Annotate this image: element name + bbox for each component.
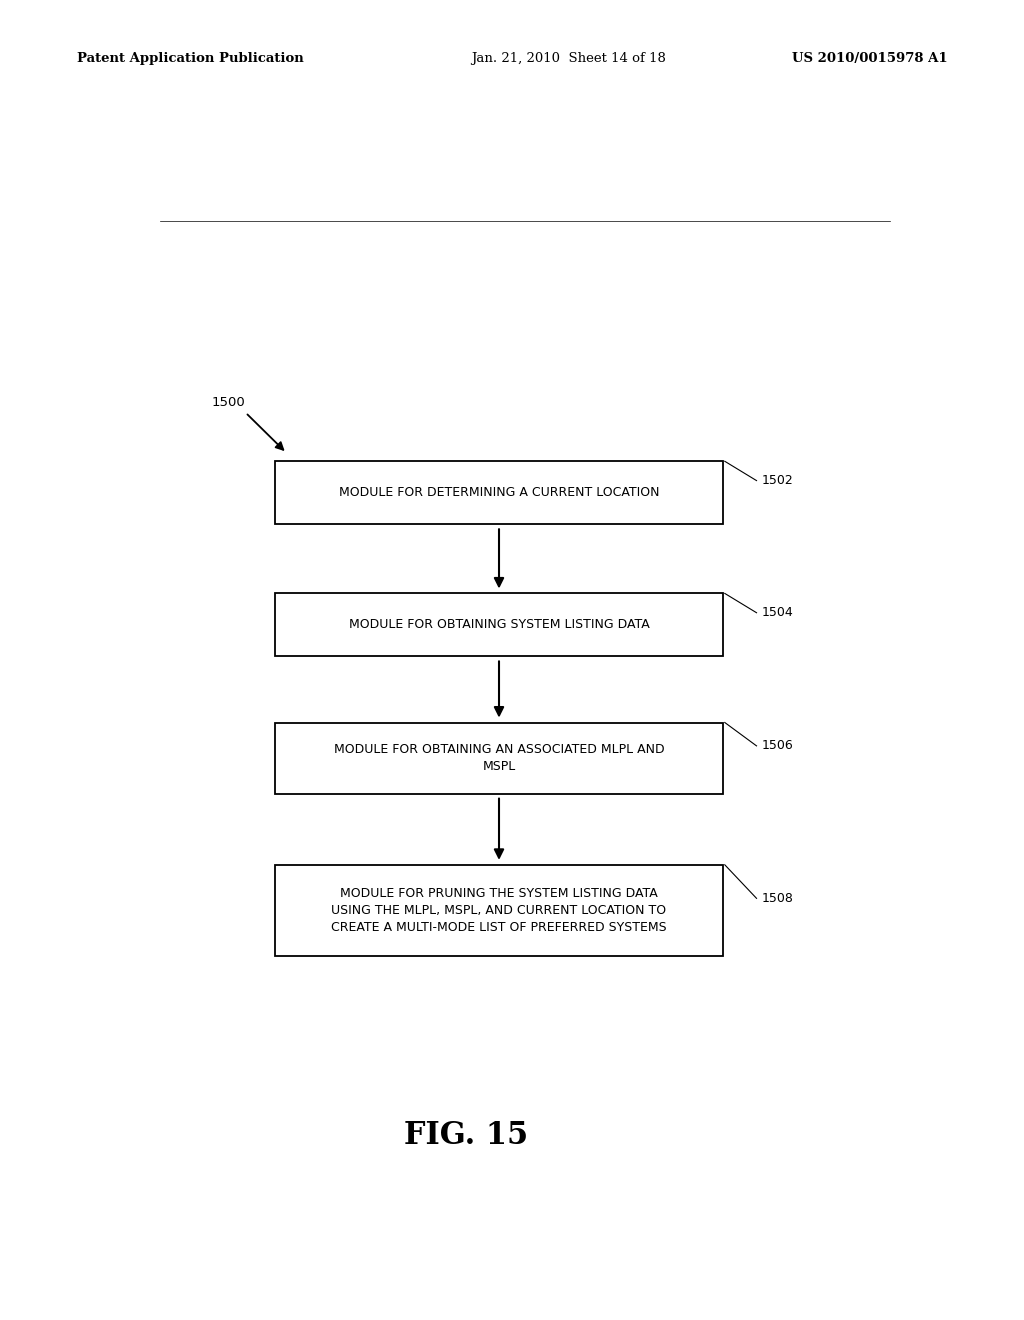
Text: US 2010/0015978 A1: US 2010/0015978 A1 bbox=[792, 51, 947, 65]
Text: 1504: 1504 bbox=[761, 606, 793, 619]
Text: FIG. 15: FIG. 15 bbox=[403, 1119, 528, 1151]
Text: 1508: 1508 bbox=[761, 892, 794, 904]
Text: 1500: 1500 bbox=[211, 396, 245, 409]
Text: Jan. 21, 2010  Sheet 14 of 18: Jan. 21, 2010 Sheet 14 of 18 bbox=[471, 51, 666, 65]
Text: MODULE FOR OBTAINING SYSTEM LISTING DATA: MODULE FOR OBTAINING SYSTEM LISTING DATA bbox=[348, 619, 649, 631]
Text: MODULE FOR OBTAINING AN ASSOCIATED MLPL AND
MSPL: MODULE FOR OBTAINING AN ASSOCIATED MLPL … bbox=[334, 743, 665, 774]
Text: MODULE FOR DETERMINING A CURRENT LOCATION: MODULE FOR DETERMINING A CURRENT LOCATIO… bbox=[339, 486, 659, 499]
Text: Patent Application Publication: Patent Application Publication bbox=[77, 51, 303, 65]
Text: 1506: 1506 bbox=[761, 739, 793, 752]
Bar bbox=[274, 594, 723, 656]
Bar bbox=[274, 461, 723, 524]
Bar bbox=[274, 865, 723, 956]
Text: 1502: 1502 bbox=[761, 474, 793, 487]
Bar bbox=[274, 722, 723, 793]
Text: MODULE FOR PRUNING THE SYSTEM LISTING DATA
USING THE MLPL, MSPL, AND CURRENT LOC: MODULE FOR PRUNING THE SYSTEM LISTING DA… bbox=[331, 887, 667, 935]
